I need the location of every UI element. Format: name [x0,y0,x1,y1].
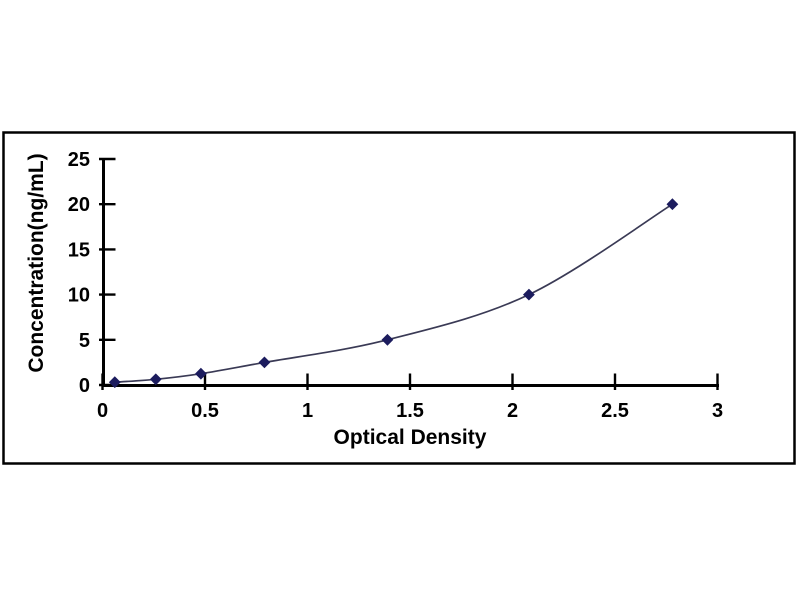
data-point-marker [666,198,679,211]
y-tick-label: 0 [79,375,90,397]
x-tick-label: 0.5 [191,400,219,422]
data-point-marker [194,367,207,380]
x-tick-label: 2.5 [601,400,629,422]
data-series [108,198,679,389]
tick-labels: 0 0.5 1 1.5 2 2.5 3 0 5 10 15 20 25 [68,149,723,422]
y-tick-label: 10 [68,285,90,307]
y-tick-label: 15 [68,239,90,261]
x-tick-label: 1.5 [396,400,424,422]
x-tick-label: 2 [507,400,518,422]
x-axis-title: Optical Density [334,426,487,449]
data-point-marker [149,373,162,386]
data-point-marker [258,356,271,369]
x-tick-label: 1 [302,400,313,422]
chart-frame-border [2,131,796,465]
y-axis-title: Concentration(ng/mL) [25,153,48,372]
y-tick-label: 20 [68,194,90,216]
axis-ticks [99,157,719,390]
x-tick-label: 3 [712,400,723,422]
y-tick-label: 5 [79,330,90,352]
curve-line [114,203,673,384]
y-tick-label: 25 [68,149,90,171]
axis-lines [102,159,719,387]
data-point-marker [108,376,121,389]
data-point-marker [522,288,535,301]
x-tick-label: 0 [97,400,108,422]
data-point-marker [381,333,394,346]
